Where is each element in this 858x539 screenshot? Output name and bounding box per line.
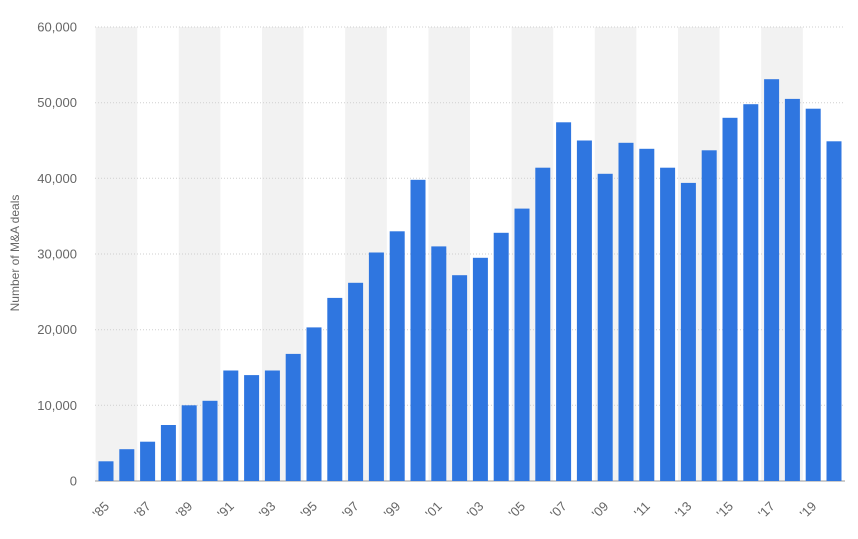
bar[interactable] xyxy=(701,150,717,482)
x-tick-label: '85 xyxy=(90,499,113,522)
bar[interactable] xyxy=(535,167,551,481)
bar[interactable] xyxy=(348,282,364,481)
x-tick-label: '07 xyxy=(547,499,570,522)
x-tick-label: '09 xyxy=(589,499,612,522)
x-tick-label: '89 xyxy=(173,499,196,522)
y-axis-title: Number of M&A deals xyxy=(8,195,22,312)
bar[interactable] xyxy=(119,449,135,481)
bar[interactable] xyxy=(306,327,322,481)
x-tick-label: '87 xyxy=(131,499,154,522)
x-tick-label: '97 xyxy=(339,499,362,522)
bar[interactable] xyxy=(160,425,176,481)
bar[interactable] xyxy=(556,122,572,482)
y-tick-label: 50,000 xyxy=(37,95,77,110)
bar[interactable] xyxy=(784,98,800,482)
bar[interactable] xyxy=(244,375,260,481)
bar[interactable] xyxy=(743,104,759,481)
x-tick-label: '11 xyxy=(631,499,653,521)
x-tick-label: '19 xyxy=(797,499,820,522)
bar[interactable] xyxy=(327,297,343,481)
bar[interactable] xyxy=(98,461,114,481)
bar[interactable] xyxy=(410,179,426,482)
x-tick-label: '91 xyxy=(214,499,237,522)
bar[interactable] xyxy=(202,400,218,481)
x-tick-label: '05 xyxy=(506,499,529,522)
x-tick-label: '01 xyxy=(422,499,445,522)
x-tick-label: '95 xyxy=(298,499,321,522)
bar[interactable] xyxy=(576,140,592,482)
bar[interactable] xyxy=(368,252,384,482)
gridlines xyxy=(95,26,845,482)
x-tick-label: '15 xyxy=(714,499,737,522)
bar[interactable] xyxy=(472,257,488,481)
x-axis-ticks: '85 '87 '89 '91 '93 '95 '97 '99 '01 '03 '05 '07 '09 '… xyxy=(90,499,820,522)
y-tick-label: 20,000 xyxy=(37,322,77,337)
bar[interactable] xyxy=(223,370,239,482)
bar[interactable] xyxy=(722,117,738,482)
bar[interactable] xyxy=(493,232,509,481)
bar[interactable] xyxy=(452,275,468,481)
bar[interactable] xyxy=(597,173,613,482)
bar[interactable] xyxy=(680,182,696,481)
x-tick-label: '13 xyxy=(672,499,695,522)
y-tick-label: 10,000 xyxy=(37,398,77,413)
y-tick-label: 60,000 xyxy=(37,20,77,35)
bar[interactable] xyxy=(826,141,842,482)
x-tick-label: '99 xyxy=(381,499,404,522)
bar[interactable] xyxy=(389,231,405,481)
bar[interactable] xyxy=(660,167,676,481)
x-tick-label: '17 xyxy=(755,499,778,522)
x-tick-label: '03 xyxy=(464,499,487,522)
bar[interactable] xyxy=(514,208,530,481)
bar[interactable] xyxy=(285,353,301,481)
y-tick-label: 0 xyxy=(70,474,77,489)
y-tick-label: 30,000 xyxy=(37,247,77,262)
y-tick-label: 40,000 xyxy=(37,171,77,186)
bar[interactable] xyxy=(639,148,655,482)
bar[interactable] xyxy=(805,108,821,481)
bar[interactable] xyxy=(264,370,280,482)
bars xyxy=(98,79,842,482)
x-tick-label: '93 xyxy=(256,499,279,522)
bar[interactable] xyxy=(618,142,634,482)
bar[interactable] xyxy=(431,246,447,481)
bar[interactable] xyxy=(140,441,156,481)
bar[interactable] xyxy=(181,405,197,481)
bar[interactable] xyxy=(764,79,780,481)
y-axis-ticks: 0 10,000 20,000 30,000 40,000 50,000 60,000 xyxy=(37,20,77,489)
